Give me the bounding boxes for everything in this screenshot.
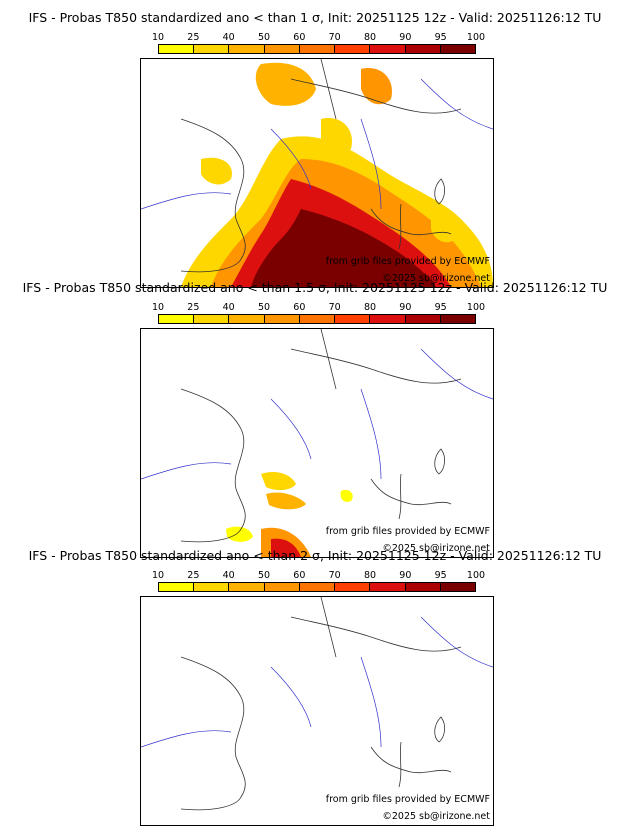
colorbar-segment: [229, 45, 265, 53]
colorbar-segment: [194, 315, 230, 323]
map-panel-3: IFS - Probas T850 standardized ano < tha…: [0, 548, 630, 826]
colorbar-tick-label: 60: [293, 32, 306, 43]
map-layer: [141, 597, 493, 811]
colorbar-segment: [335, 315, 371, 323]
colorbar-tick-label: 60: [293, 302, 306, 313]
colorbar-segment: [229, 315, 265, 323]
colorbar-segment: [405, 45, 441, 53]
colorbar-tick-label: 90: [399, 32, 412, 43]
colorbar-segment: [299, 583, 336, 591]
panel-title: IFS - Probas T850 standardized ano < tha…: [28, 10, 602, 25]
colorbar-segment: [194, 45, 230, 53]
colorbar-tick-label: 25: [187, 570, 200, 581]
map-panel-2: IFS - Probas T850 standardized ano < tha…: [0, 280, 630, 558]
colorbar-ticks: 10 25 40 50 60 70 80 90 95 100: [152, 32, 485, 44]
probability-field: [181, 62, 493, 287]
colorbar-segment: [440, 583, 475, 591]
colorbar: [158, 314, 476, 324]
colorbar-segment: [405, 583, 441, 591]
map-layer: [141, 329, 493, 557]
rivers: [141, 78, 493, 210]
colorbar-tick-label: 90: [399, 302, 412, 313]
colorbar-tick-label: 95: [434, 302, 447, 313]
colorbar-segment: [159, 315, 195, 323]
copyright-credit: ©2025 sb@irizone.net: [382, 273, 490, 284]
colorbar-tick-label: 40: [222, 32, 235, 43]
colorbar-segment: [335, 45, 371, 53]
map-panel-1: IFS - Probas T850 standardized ano < tha…: [0, 10, 630, 288]
colorbar-segment: [335, 583, 371, 591]
probability-field: [226, 472, 353, 557]
source-credit: from grib files provided by ECMWF: [325, 256, 490, 267]
probability-map: from grib files provided by ECMWF ©2025 …: [140, 58, 494, 288]
colorbar-tick-label: 95: [434, 32, 447, 43]
colorbar-ticks: 10 25 40 50 60 70 80 90 95 100: [152, 570, 485, 582]
copyright-credit: ©2025 sb@irizone.net: [382, 543, 490, 554]
colorbar-tick-label: 100: [466, 570, 486, 581]
boundaries: [180, 59, 462, 273]
colorbar-tick-label: 10: [151, 570, 165, 581]
colorbar: [158, 582, 476, 592]
probability-map: from grib files provided by ECMWF ©2025 …: [140, 328, 494, 558]
colorbar-tick-label: 70: [328, 32, 341, 43]
colorbar-tick-label: 60: [293, 570, 306, 581]
colorbar-tick-label: 100: [466, 302, 486, 313]
colorbar: [158, 44, 476, 54]
colorbar-segment: [440, 45, 475, 53]
colorbar-segment: [264, 583, 300, 591]
colorbar-tick-label: 80: [363, 32, 377, 43]
source-credit: from grib files provided by ECMWF: [325, 526, 490, 537]
panel-title: IFS - Probas T850 standardized ano < tha…: [22, 280, 608, 295]
colorbar-tick-label: 50: [257, 302, 271, 313]
colorbar-tick-label: 25: [187, 32, 200, 43]
colorbar-tick-label: 80: [363, 570, 377, 581]
boundaries: [180, 597, 462, 811]
colorbar-segment: [405, 315, 441, 323]
colorbar-segment: [264, 315, 300, 323]
source-credit: from grib files provided by ECMWF: [325, 794, 490, 805]
colorbar-segment: [264, 45, 300, 53]
rivers: [141, 616, 493, 748]
colorbar-tick-label: 25: [187, 302, 200, 313]
colorbar-segment: [370, 315, 406, 323]
colorbar-tick-label: 50: [257, 570, 271, 581]
colorbar-tick-label: 70: [328, 570, 341, 581]
boundaries: [180, 329, 462, 543]
colorbar-segment: [440, 315, 475, 323]
colorbar-tick-label: 70: [328, 302, 341, 313]
colorbar-tick-label: 50: [257, 32, 271, 43]
colorbar-segment: [159, 583, 195, 591]
colorbar-segment: [194, 583, 230, 591]
copyright-credit: ©2025 sb@irizone.net: [382, 811, 490, 822]
probability-map: from grib files provided by ECMWF ©2025 …: [140, 596, 494, 826]
colorbar-segment: [299, 315, 336, 323]
colorbar-segment: [299, 45, 336, 53]
colorbar-ticks: 10 25 40 50 60 70 80 90 95 100: [152, 302, 485, 314]
panel-title: IFS - Probas T850 standardized ano < tha…: [28, 548, 602, 563]
colorbar-segment: [159, 45, 195, 53]
colorbar-tick-label: 40: [222, 570, 235, 581]
rivers: [141, 348, 493, 480]
colorbar-segment: [229, 583, 265, 591]
colorbar-segment: [370, 583, 406, 591]
colorbar-tick-label: 100: [466, 32, 486, 43]
colorbar-tick-label: 10: [151, 302, 165, 313]
colorbar-tick-label: 90: [399, 570, 412, 581]
colorbar-tick-label: 80: [363, 302, 377, 313]
colorbar-tick-label: 95: [434, 570, 447, 581]
colorbar-segment: [370, 45, 406, 53]
colorbar-tick-label: 40: [222, 302, 235, 313]
map-layer: [141, 59, 493, 287]
colorbar-tick-label: 10: [151, 32, 165, 43]
